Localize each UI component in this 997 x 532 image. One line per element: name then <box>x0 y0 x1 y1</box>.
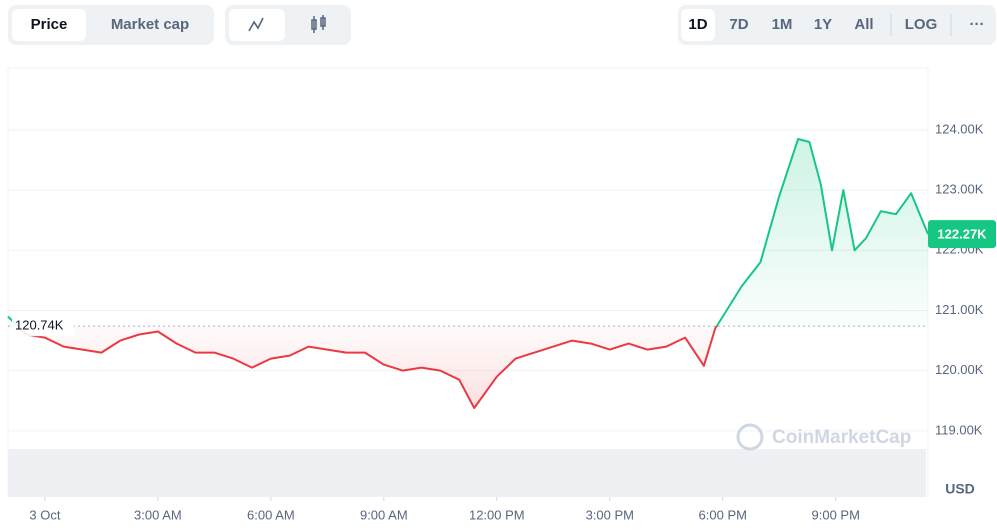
price-line <box>7 138 929 409</box>
range-button[interactable]: 1Y <box>814 16 832 33</box>
range-button[interactable]: 1D <box>688 16 707 33</box>
tab[interactable]: Market cap <box>111 16 189 33</box>
x-tick-label: 6:00 PM <box>699 507 747 522</box>
area <box>8 139 928 408</box>
range-group <box>678 5 996 45</box>
range-button[interactable]: 1M <box>772 16 793 33</box>
x-tick-label: 3:00 AM <box>134 507 182 522</box>
watermark-logo <box>736 423 764 451</box>
line-icon <box>248 17 264 32</box>
range-button[interactable]: All <box>854 16 873 33</box>
baseline-label: 120.74K <box>15 318 64 333</box>
range-button[interactable]: LOG <box>905 16 938 33</box>
x-tick-label: 12:00 PM <box>469 507 525 522</box>
tab[interactable]: Price <box>31 16 68 33</box>
currency: USD <box>945 481 975 497</box>
x-tick-label: 9:00 AM <box>360 507 408 522</box>
y-tick-label: 119.00K <box>935 422 983 437</box>
y-tick-label: 120.00K <box>935 362 984 377</box>
x-tick-label: 3 Oct <box>29 507 60 522</box>
y-tick-label: 123.00K <box>935 182 984 197</box>
range-active[interactable] <box>681 9 715 41</box>
watermark: CoinMarketCap <box>772 427 911 448</box>
x-tick-label: 6:00 AM <box>247 507 295 522</box>
more-button[interactable]: ··· <box>970 16 985 33</box>
tab-active[interactable] <box>12 9 86 41</box>
line-button[interactable] <box>229 9 285 41</box>
x-tick-label: 3:00 PM <box>586 507 634 522</box>
y-tick-label: 121.00K <box>935 302 984 317</box>
y-tick-label: 124.00K <box>935 121 984 136</box>
candle-icon[interactable] <box>311 15 326 33</box>
last-price-label: 122.27K <box>937 227 987 242</box>
x-tick-label: 9:00 PM <box>812 507 860 522</box>
last-price-tag <box>928 220 996 249</box>
baseline-label-bg <box>12 316 74 337</box>
volume-area <box>8 449 926 497</box>
range-button[interactable]: 7D <box>729 16 748 33</box>
